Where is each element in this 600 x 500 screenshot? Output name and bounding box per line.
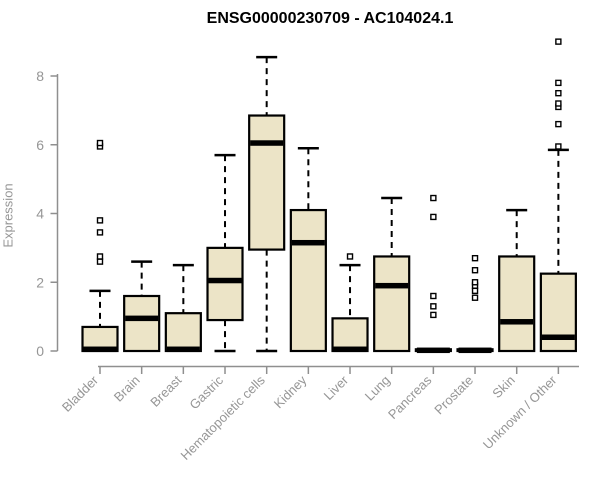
outlier-prostate (471, 279, 479, 286)
median-hematopoietic-cells (250, 140, 284, 146)
y-tick-label: 4 (36, 206, 44, 222)
median-bladder (83, 346, 117, 353)
outlier-prostate (471, 294, 479, 301)
y-tick-label: 0 (36, 343, 44, 359)
outlier-bladder (96, 253, 104, 260)
x-tick-label-pancreas: Pancreas (385, 372, 435, 422)
x-tick-label-lung: Lung (362, 373, 393, 404)
median-liver (333, 346, 367, 353)
outlier-unknown-other (555, 38, 562, 45)
outlier-pancreas (430, 194, 437, 202)
y-tick-label: 6 (36, 137, 44, 153)
x-tick-label-bladder: Bladder (59, 372, 102, 415)
x-tick-label-prostate: Prostate (431, 373, 476, 418)
median-breast (166, 346, 200, 353)
x-tick-label-skin: Skin (489, 373, 517, 401)
outlier-unknown-other (555, 120, 562, 128)
outlier-prostate (471, 254, 479, 262)
x-tick-label-gastric: Gastric (186, 372, 226, 412)
outlier-unknown-other (555, 100, 562, 107)
box-kidney (289, 208, 327, 353)
median-unknown-other (541, 334, 575, 340)
x-tick-label-unknown-other: Unknown / Other (480, 372, 560, 452)
box-hematopoietic-cells (248, 114, 286, 251)
outlier-pancreas (430, 213, 437, 221)
outlier-pancreas (430, 311, 437, 319)
outlier-bladder (96, 139, 104, 147)
median-kidney (291, 239, 325, 246)
box-brain (123, 294, 161, 353)
x-tick-label-brain: Brain (111, 373, 143, 405)
median-gastric (208, 277, 242, 284)
outlier-liver (346, 253, 354, 260)
outlier-unknown-other (555, 143, 562, 150)
outlier-pancreas (430, 303, 437, 310)
box-lung (373, 255, 411, 353)
x-tick-label-liver: Liver (321, 372, 352, 403)
outlier-unknown-other (555, 89, 562, 97)
x-tick-label-breast: Breast (147, 372, 184, 409)
outlier-bladder (96, 229, 104, 236)
box-skin (498, 255, 536, 353)
median-pancreas (416, 347, 450, 354)
outlier-pancreas (430, 292, 437, 300)
box-breast (164, 312, 202, 353)
median-lung (375, 282, 409, 289)
y-tick-label: 8 (36, 68, 44, 84)
outlier-unknown-other (555, 79, 562, 87)
box-gastric (206, 246, 244, 322)
median-brain (125, 315, 159, 322)
box-liver (331, 317, 369, 353)
median-skin (500, 319, 534, 325)
median-prostate (458, 347, 492, 354)
y-tick-label: 2 (36, 274, 44, 290)
outlier-bladder (96, 258, 104, 265)
x-tick-label-kidney: Kidney (271, 372, 310, 411)
outlier-bladder (96, 217, 104, 224)
chart-title: ENSG00000230709 - AC104024.1 (206, 10, 454, 27)
outlier-prostate (471, 267, 479, 274)
outlier-prostate (471, 287, 479, 295)
